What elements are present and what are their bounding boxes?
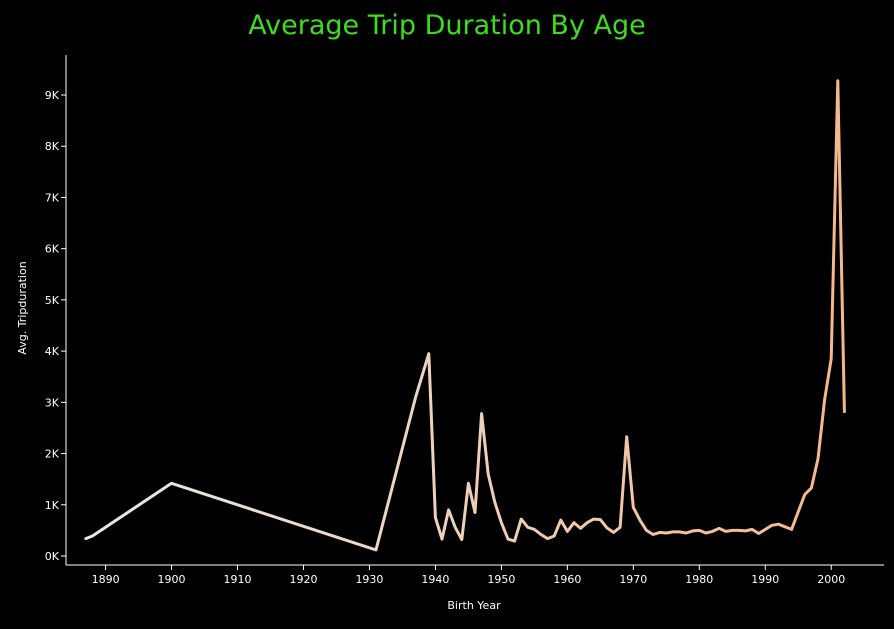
series-group bbox=[84, 79, 846, 552]
x-tick-label: 1920 bbox=[289, 573, 317, 586]
y-tick-label: 9K bbox=[45, 89, 60, 102]
series-line bbox=[84, 79, 846, 552]
y-tick-label: 5K bbox=[45, 294, 60, 307]
x-tick-label: 1990 bbox=[751, 573, 779, 586]
chart-title: Average Trip Duration By Age bbox=[248, 10, 646, 41]
axes bbox=[65, 55, 884, 566]
y-tick-label: 1K bbox=[45, 499, 60, 512]
x-tick-label: 1980 bbox=[685, 573, 713, 586]
y-tick-label: 2K bbox=[45, 448, 60, 461]
x-tick-label: 2000 bbox=[817, 573, 845, 586]
x-tick-label: 1960 bbox=[553, 573, 581, 586]
y-axis-title: Avg. Tripduration bbox=[16, 261, 29, 354]
x-tick-label: 1940 bbox=[421, 573, 449, 586]
x-axis-title: Birth Year bbox=[447, 599, 501, 612]
x-tick-label: 1970 bbox=[619, 573, 647, 586]
y-tick-label: 7K bbox=[45, 191, 60, 204]
y-axis-ticks: 0K 1K 2K 3K 4K 5K 6K 7K 8K 9K bbox=[45, 89, 66, 563]
y-tick-label: 3K bbox=[45, 396, 60, 409]
y-tick-label: 0K bbox=[45, 550, 60, 563]
x-axis-ticks: 1890 1900 1910 1920 1930 1940 1950 1960 1970 1980… bbox=[92, 565, 845, 586]
y-tick-label: 8K bbox=[45, 140, 60, 153]
x-tick-label: 1890 bbox=[92, 573, 120, 586]
x-tick-label: 1910 bbox=[224, 573, 252, 586]
x-tick-label: 1950 bbox=[487, 573, 515, 586]
y-tick-label: 6K bbox=[45, 243, 60, 256]
x-tick-label: 1930 bbox=[355, 573, 383, 586]
y-tick-label: 4K bbox=[45, 345, 60, 358]
x-tick-label: 1900 bbox=[158, 573, 186, 586]
